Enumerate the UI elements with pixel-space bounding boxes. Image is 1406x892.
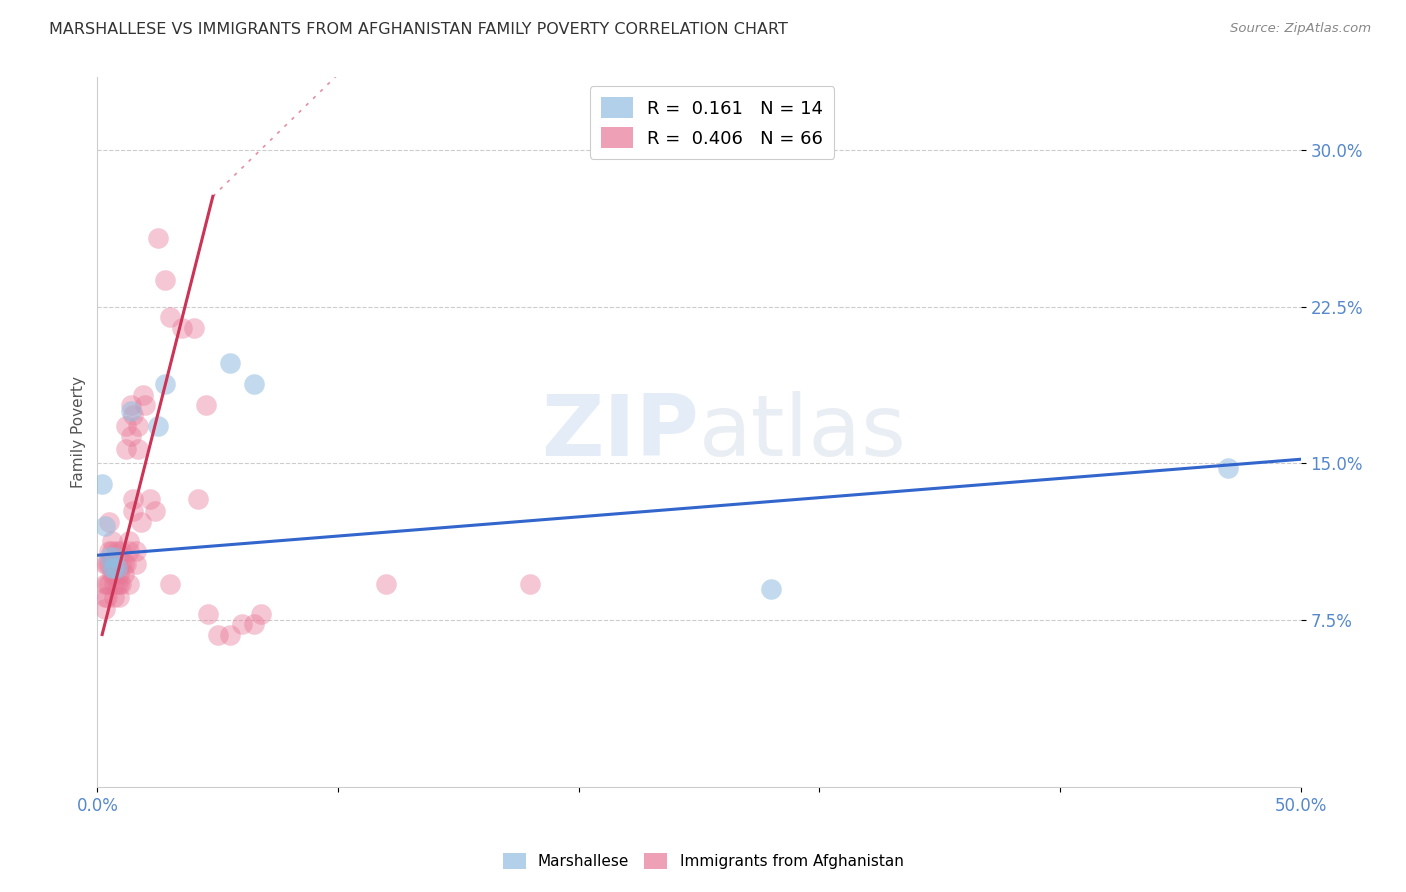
Point	[218, 627, 240, 641]
Point	[159, 310, 181, 325]
Point	[115, 442, 138, 456]
Point	[127, 442, 149, 456]
Text: ZIP: ZIP	[541, 391, 699, 474]
Point	[110, 557, 132, 571]
Point	[139, 491, 162, 506]
Point	[101, 567, 124, 582]
Point	[103, 557, 125, 571]
Point	[112, 557, 135, 571]
Point	[103, 550, 125, 565]
Point	[98, 544, 121, 558]
Point	[115, 557, 138, 571]
Point	[218, 356, 240, 370]
Point	[194, 398, 217, 412]
Point	[242, 617, 264, 632]
Point	[93, 577, 115, 591]
Point	[125, 544, 148, 558]
Point	[122, 409, 145, 423]
Point	[153, 377, 176, 392]
Point	[110, 577, 132, 591]
Point	[125, 557, 148, 571]
Point	[105, 557, 128, 571]
Point	[105, 544, 128, 558]
Text: atlas: atlas	[699, 391, 907, 474]
Text: MARSHALLESE VS IMMIGRANTS FROM AFGHANISTAN FAMILY POVERTY CORRELATION CHART: MARSHALLESE VS IMMIGRANTS FROM AFGHANIST…	[49, 22, 789, 37]
Point	[146, 231, 169, 245]
Point	[519, 577, 541, 591]
Point	[105, 561, 128, 575]
Point	[110, 544, 132, 558]
Point	[101, 561, 124, 575]
Point	[93, 602, 115, 616]
Point	[105, 577, 128, 591]
Point	[103, 590, 125, 604]
Point	[115, 418, 138, 433]
Point	[120, 429, 142, 443]
Point	[93, 590, 115, 604]
Point	[187, 491, 209, 506]
Point	[375, 577, 398, 591]
Point	[98, 550, 121, 565]
Point	[98, 557, 121, 571]
Point	[129, 515, 152, 529]
Point	[96, 577, 118, 591]
Point	[103, 561, 125, 575]
Point	[197, 607, 219, 621]
Point	[183, 321, 205, 335]
Point	[108, 590, 131, 604]
Point	[101, 533, 124, 548]
Legend: R =  0.161   N = 14, R =  0.406   N = 66: R = 0.161 N = 14, R = 0.406 N = 66	[589, 87, 834, 159]
Point	[207, 627, 229, 641]
Point	[120, 398, 142, 412]
Point	[108, 577, 131, 591]
Point	[134, 398, 156, 412]
Point	[96, 590, 118, 604]
Point	[153, 273, 176, 287]
Point	[101, 557, 124, 571]
Point	[1218, 460, 1240, 475]
Point	[231, 617, 253, 632]
Point	[242, 377, 264, 392]
Point	[98, 577, 121, 591]
Point	[759, 582, 782, 596]
Point	[146, 418, 169, 433]
Point	[143, 504, 166, 518]
Y-axis label: Family Poverty: Family Poverty	[72, 376, 86, 488]
Legend: Marshallese, Immigrants from Afghanistan: Marshallese, Immigrants from Afghanistan	[496, 847, 910, 875]
Point	[108, 567, 131, 582]
Point	[103, 567, 125, 582]
Point	[132, 387, 155, 401]
Point	[96, 557, 118, 571]
Point	[93, 557, 115, 571]
Point	[93, 519, 115, 533]
Point	[120, 404, 142, 418]
Text: Source: ZipAtlas.com: Source: ZipAtlas.com	[1230, 22, 1371, 36]
Point	[98, 515, 121, 529]
Point	[122, 504, 145, 518]
Point	[127, 418, 149, 433]
Point	[159, 577, 181, 591]
Point	[103, 577, 125, 591]
Point	[91, 477, 114, 491]
Point	[117, 544, 139, 558]
Point	[117, 533, 139, 548]
Point	[250, 607, 273, 621]
Point	[117, 577, 139, 591]
Point	[122, 491, 145, 506]
Point	[170, 321, 193, 335]
Point	[112, 567, 135, 582]
Point	[101, 544, 124, 558]
